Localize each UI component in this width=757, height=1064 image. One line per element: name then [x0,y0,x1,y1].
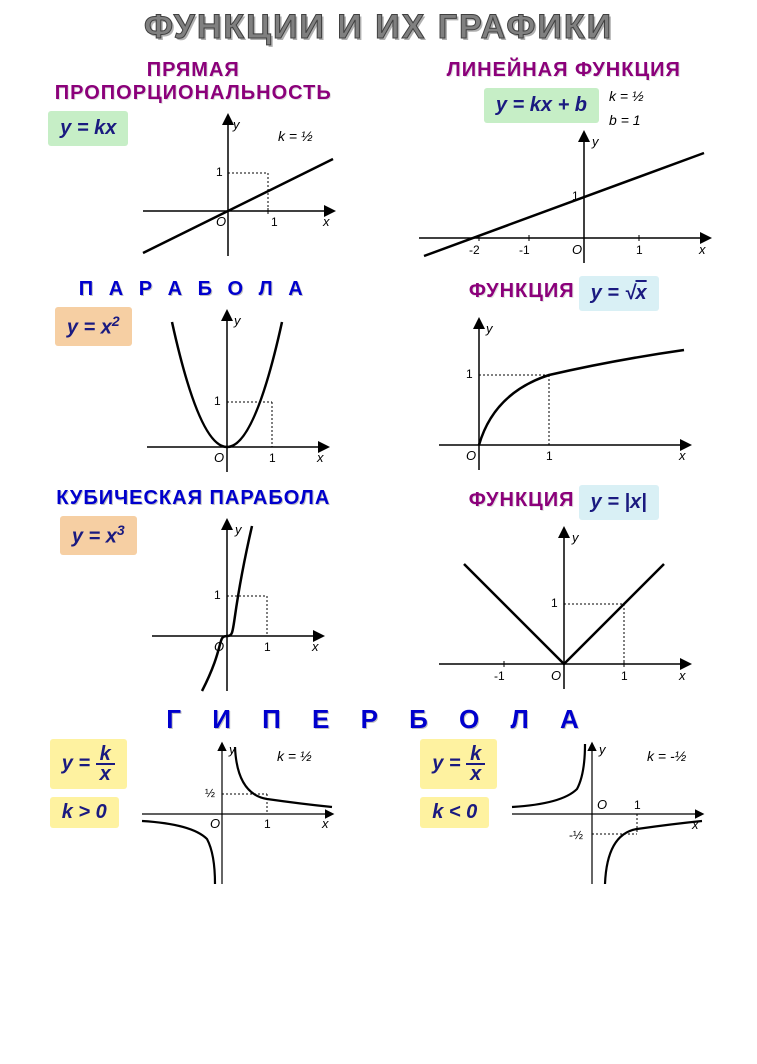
svg-text:x: x [316,450,324,465]
svg-text:O: O [214,639,224,654]
formula-sqrt: y = √x [579,276,659,311]
cell-parabola: П А Р А Б О Л А y = x2 1 1 y x O [8,272,379,481]
formula-cubic: y = x3 [60,516,137,555]
svg-text:x: x [698,242,706,257]
svg-text:1: 1 [466,367,473,381]
heading-parabola: П А Р А Б О Л А [79,278,308,301]
svg-text:y: y [591,134,600,149]
svg-text:x: x [311,639,319,654]
svg-text:y: y [233,313,242,328]
formula-abs: y = |x| [579,485,659,520]
svg-text:½: ½ [205,786,215,800]
chart-direct-prop: 1 1 y x O k = ½ [138,111,338,261]
svg-text:k = -½: k = -½ [647,748,687,764]
svg-text:y: y [598,742,607,757]
heading-cubic: КУБИЧЕСКАЯ ПАРАБОЛА [56,487,330,510]
cell-cubic: КУБИЧЕСКАЯ ПАРАБОЛА y = x3 1 1 y x O [8,481,379,700]
svg-text:O: O [551,668,561,683]
svg-text:k = ½: k = ½ [277,748,312,764]
svg-text:1: 1 [271,215,278,229]
svg-text:O: O [597,797,607,812]
svg-text:1: 1 [216,165,223,179]
chart-hyperbola-pos: 1 ½ y x O k = ½ [137,739,337,889]
formula-hyp-neg: y = kx [420,739,497,789]
formula-hyp-pos: y = kx [50,739,127,789]
svg-text:y: y [485,321,494,336]
chart-parabola: 1 1 y x O [142,307,332,477]
annot-linear-k: k = ½ [609,88,644,104]
chart-sqrt: 1 1 y x O [434,315,694,475]
svg-text:O: O [210,816,220,831]
svg-text:O: O [216,214,226,229]
svg-text:y: y [571,530,580,545]
cell-hyperbola-neg: y = kx k < 0 1 -½ y x O k = -½ [379,735,750,893]
svg-text:y: y [232,117,241,132]
svg-text:-1: -1 [519,243,530,257]
heading-direct-prop: ПРЯМАЯ ПРОПОРЦИОНАЛЬНОСТЬ [14,59,373,105]
chart-linear: -2 -1 1 1 y x O [414,128,714,268]
svg-text:x: x [321,816,329,831]
annot-linear-b: b = 1 [609,112,641,128]
svg-text:1: 1 [214,394,221,408]
svg-text:x: x [678,448,686,463]
cond-hyp-neg: k < 0 [420,797,489,828]
heading-sqrt: ФУНКЦИЯ [469,280,575,303]
svg-text:O: O [214,450,224,465]
svg-text:O: O [572,242,582,257]
cell-direct-prop: ПРЯМАЯ ПРОПОРЦИОНАЛЬНОСТЬ y = kx 1 1 y x… [8,53,379,272]
svg-text:1: 1 [621,669,628,683]
cond-hyp-pos: k > 0 [50,797,119,828]
cell-abs: ФУНКЦИЯ y = |x| -1 1 1 y x O [379,481,750,700]
svg-text:-1: -1 [494,669,505,683]
main-title: ФУНКЦИИ И ИХ ГРАФИКИ [8,8,749,47]
svg-text:1: 1 [214,588,221,602]
svg-text:1: 1 [634,798,641,812]
heading-abs: ФУНКЦИЯ [469,489,575,512]
svg-text:x: x [322,214,330,229]
svg-text:1: 1 [572,189,579,203]
svg-text:x: x [678,668,686,683]
cell-hyperbola-pos: y = kx k > 0 1 ½ y x O k = ½ [8,735,379,893]
chart-cubic: 1 1 y x O [147,516,327,696]
svg-text:-½: -½ [569,828,583,842]
formula-parabola: y = x2 [55,307,132,346]
formula-linear: y = kx + b [484,88,599,123]
svg-text:y: y [234,522,243,537]
chart-abs: -1 1 1 y x O [434,524,694,694]
svg-text:1: 1 [269,451,276,465]
formula-direct-prop: y = kx [48,111,128,146]
heading-hyperbola: Г И П Е Р Б О Л А [8,704,749,735]
cell-sqrt: ФУНКЦИЯ y = √x 1 1 y x O [379,272,750,481]
grid: ПРЯМАЯ ПРОПОРЦИОНАЛЬНОСТЬ y = kx 1 1 y x… [8,53,749,893]
svg-text:1: 1 [636,243,643,257]
svg-text:x: x [691,817,699,832]
heading-linear: ЛИНЕЙНАЯ ФУНКЦИЯ [447,59,681,82]
svg-text:1: 1 [551,596,558,610]
svg-text:O: O [466,448,476,463]
chart-hyperbola-neg: 1 -½ y x O k = -½ [507,739,707,889]
cell-linear: ЛИНЕЙНАЯ ФУНКЦИЯ y = kx + b k = ½ b = 1 … [379,53,750,272]
svg-text:-2: -2 [469,243,480,257]
svg-text:1: 1 [264,817,271,831]
svg-text:1: 1 [546,449,553,463]
svg-text:k = ½: k = ½ [278,128,313,144]
svg-text:1: 1 [264,640,271,654]
